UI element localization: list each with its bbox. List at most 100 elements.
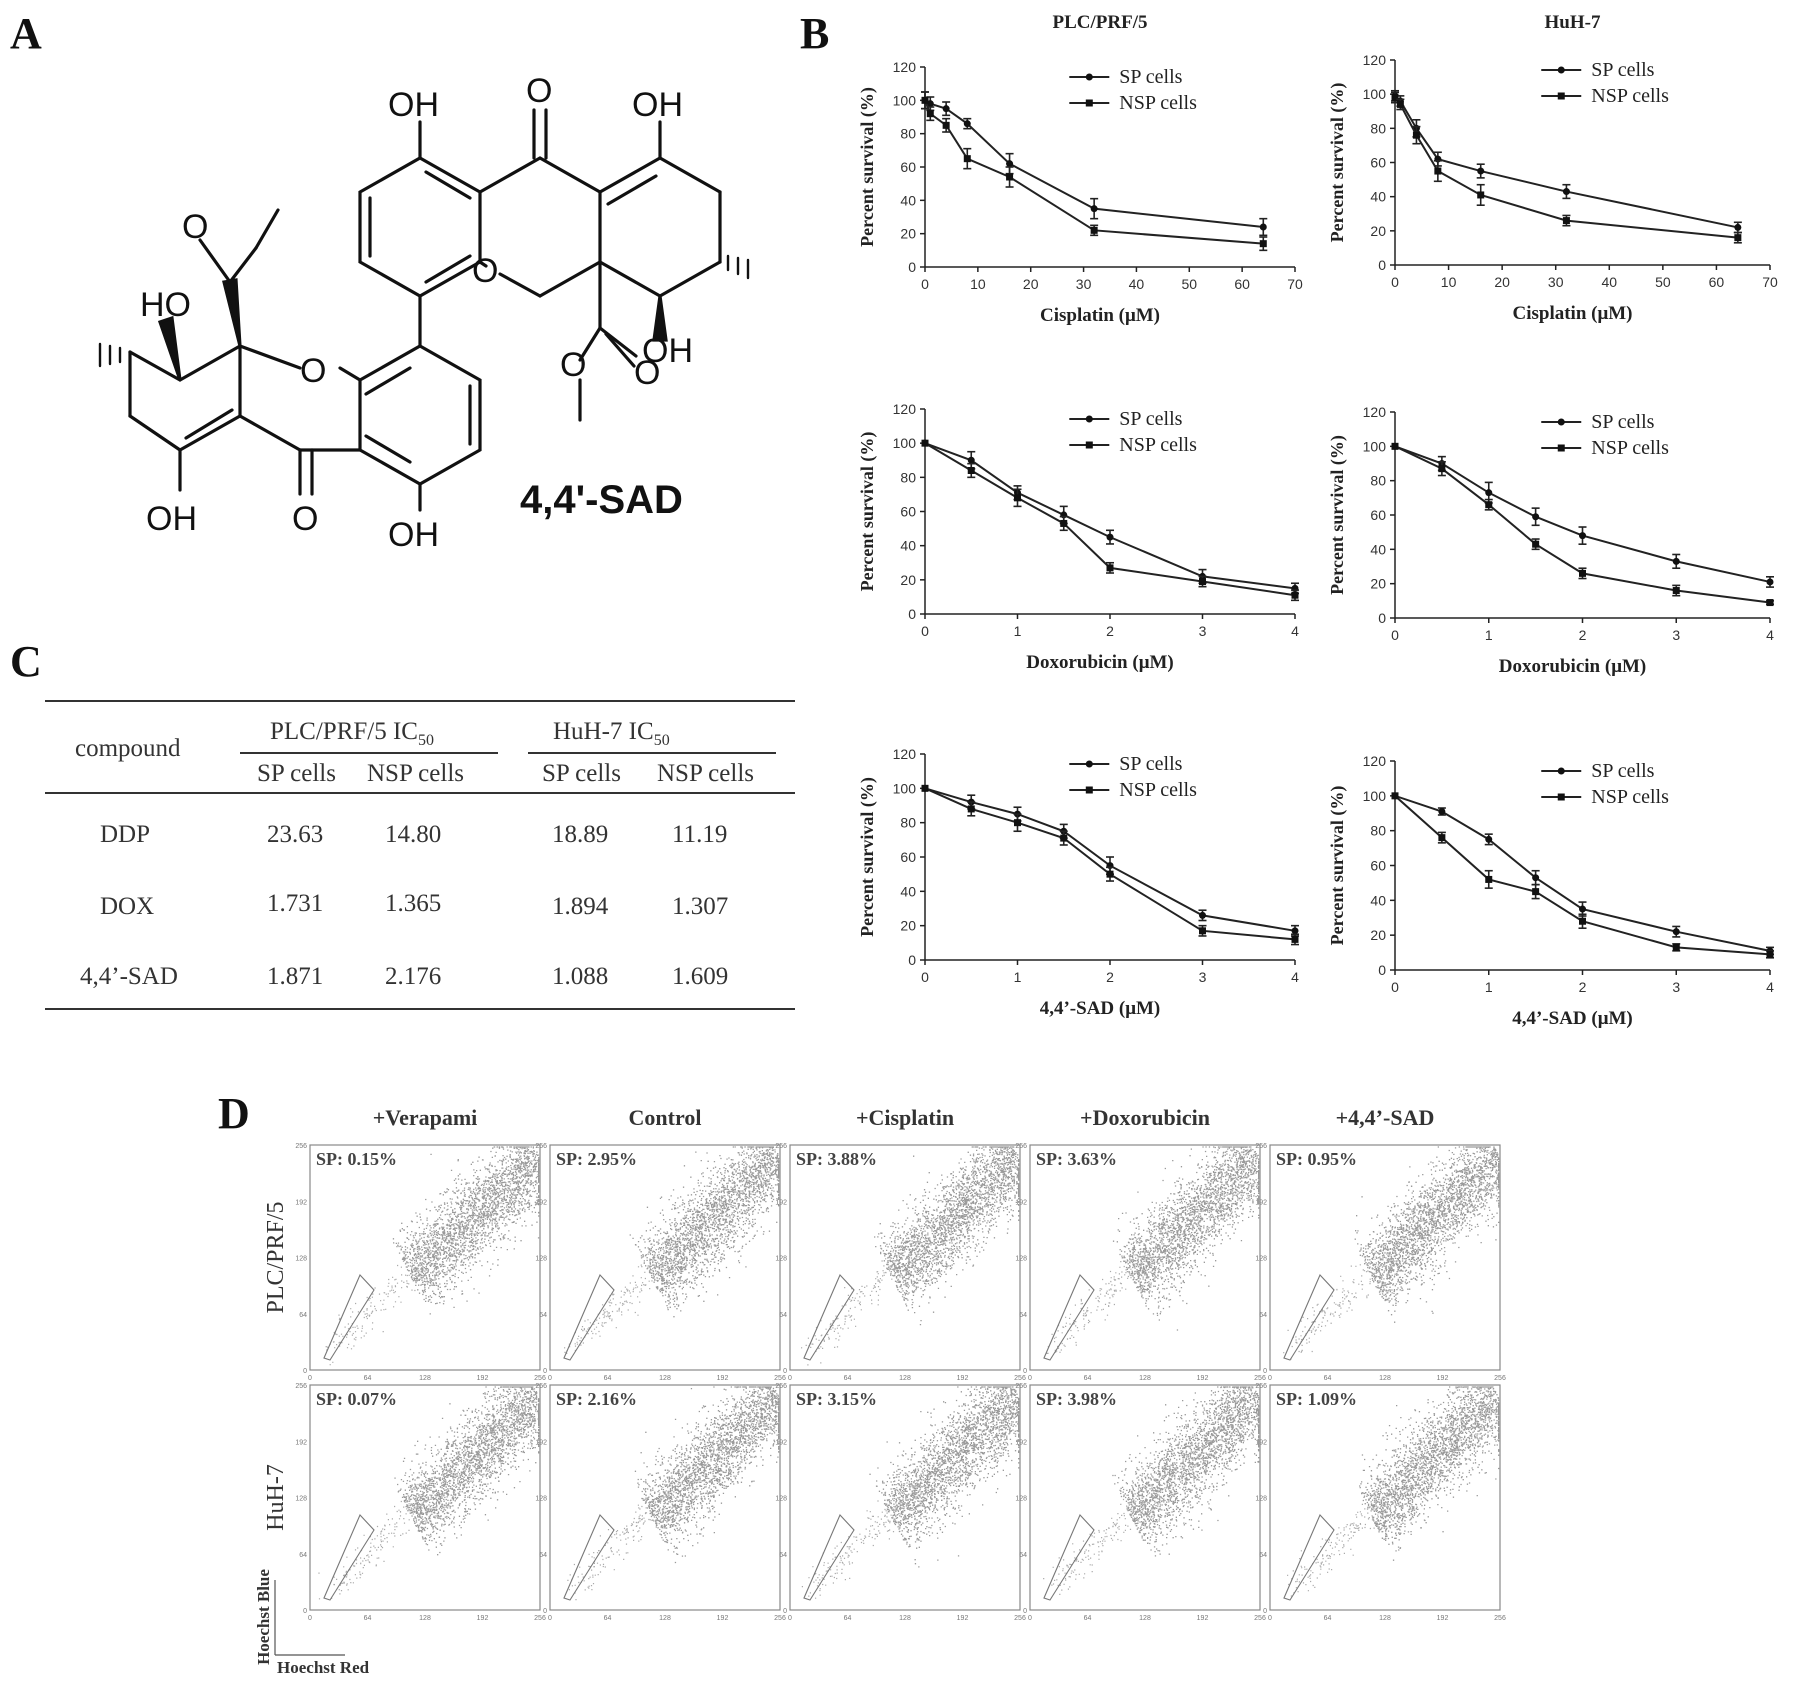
data-point (1532, 540, 1540, 548)
x-tick-label: 70 (1762, 274, 1778, 290)
table-cell: 1.871 (267, 963, 324, 990)
legend-label: SP cells (1119, 66, 1182, 88)
table-header-group2: HuH-7 IC50 (553, 718, 670, 749)
y-tick-label: 0 (303, 1608, 307, 1615)
row-compound-ddp: DDP (100, 821, 151, 848)
row-label: PLC/PRF/5 (263, 1201, 289, 1313)
y-tick-label: 40 (1370, 189, 1386, 205)
legend-marker (1085, 441, 1093, 449)
x-tick-label: 128 (659, 1615, 671, 1622)
sp-gate (1043, 1274, 1095, 1361)
sp-percentage: SP: 3.88% (796, 1149, 877, 1169)
y-tick-label: 100 (893, 92, 917, 108)
sp-percentage: SP: 2.95% (556, 1149, 637, 1169)
y-tick-label: 256 (535, 1383, 547, 1390)
x-tick-label: 10 (1441, 274, 1457, 290)
sparse-events (1287, 1478, 1397, 1597)
y-tick-label: 256 (1015, 1383, 1027, 1390)
y-tick-label: 80 (900, 469, 916, 485)
y-tick-label: 0 (1023, 1368, 1027, 1375)
y-tick-label: 0 (1378, 962, 1386, 978)
sparse-events (1043, 1484, 1160, 1595)
atom-o-3: O (300, 352, 326, 390)
x-tick-label: 64 (1324, 1375, 1332, 1382)
chart-title: HuH-7 (1545, 12, 1601, 33)
y-axis-title: Hoechst Blue (255, 1569, 273, 1665)
y-tick-label: 128 (1015, 1256, 1027, 1263)
y-tick-label: 0 (1378, 257, 1386, 273)
x-tick-label: 192 (717, 1615, 729, 1622)
x-tick-label: 128 (419, 1615, 431, 1622)
y-tick-label: 128 (295, 1496, 307, 1503)
x-axis-label: 4,4’-SAD (μM) (1040, 998, 1161, 1019)
data-point (1734, 234, 1742, 242)
data-point (1106, 533, 1114, 541)
data-point (1485, 875, 1493, 883)
data-point (1579, 569, 1586, 577)
x-tick-label: 192 (1197, 1375, 1209, 1382)
x-tick-label: 3 (1199, 623, 1207, 639)
data-point (1412, 131, 1420, 139)
atom-o-7: O (292, 500, 318, 538)
sp-percentage: SP: 2.16% (556, 1389, 637, 1409)
y-tick-label: 64 (1259, 1312, 1267, 1319)
y-tick-label: 20 (900, 572, 916, 588)
sparse-events (801, 1486, 926, 1599)
y-tick-label: 60 (1370, 155, 1386, 171)
legend-marker (1557, 767, 1565, 775)
y-tick-label: 40 (1370, 541, 1386, 557)
population-cloud (1112, 1146, 1260, 1331)
data-point (1391, 792, 1399, 800)
y-tick-label: 64 (299, 1552, 307, 1559)
table-top-rule (45, 700, 795, 702)
legend-label: SP cells (1591, 760, 1654, 782)
table-cell: 1.088 (552, 963, 609, 990)
atom-oh-5: OH (388, 516, 439, 554)
table-cell: 1.307 (672, 893, 729, 920)
legend-marker (1557, 66, 1565, 74)
x-tick-label: 64 (604, 1375, 612, 1382)
x-tick-label: 4 (1291, 623, 1299, 639)
group2-rule (528, 752, 776, 754)
x-tick-label: 20 (1494, 274, 1510, 290)
legend-marker (1085, 786, 1093, 794)
x-tick-label: 256 (774, 1615, 786, 1622)
x-tick-label: 256 (534, 1615, 546, 1622)
y-tick-label: 0 (1023, 1608, 1027, 1615)
x-tick-label: 4 (1766, 627, 1774, 643)
x-tick-label: 128 (1139, 1375, 1151, 1382)
y-tick-label: 80 (1370, 120, 1386, 136)
legend-marker (1085, 99, 1093, 107)
x-tick-label: 64 (1084, 1375, 1092, 1382)
x-tick-label: 192 (957, 1615, 969, 1622)
chart-huh7-doxorubicin: 0 20 40 60 80 100 120 0 1 2 3 4 Doxorubicin (μM) Perc… (1327, 404, 1774, 677)
table-cell: 1.894 (552, 893, 609, 920)
data-point (1532, 888, 1540, 896)
table-mid-rule (45, 792, 795, 794)
column-header: +Cisplatin (856, 1105, 954, 1130)
x-tick-label: 0 (548, 1615, 552, 1622)
y-tick-label: 100 (1363, 788, 1387, 804)
data-point (1106, 564, 1114, 572)
data-point (921, 96, 929, 104)
x-tick-label: 192 (477, 1615, 489, 1622)
y-tick-label: 128 (535, 1256, 547, 1263)
atom-oh-1: OH (388, 86, 439, 124)
plot-frame (1029, 1384, 1261, 1611)
data-point (1438, 834, 1446, 842)
y-tick-label: 128 (1015, 1496, 1027, 1503)
table-cell: 2.176 (385, 963, 442, 990)
x-tick-label: 256 (1494, 1615, 1506, 1622)
legend-marker (1085, 415, 1093, 423)
x-tick-label: 128 (1139, 1615, 1151, 1622)
sparse-events (318, 1476, 447, 1600)
x-tick-label: 128 (899, 1615, 911, 1622)
x-tick-label: 0 (1391, 979, 1399, 995)
x-axis-label: Doxorubicin (μM) (1026, 652, 1173, 673)
sparse-events (325, 1239, 441, 1366)
x-tick-label: 2 (1579, 627, 1587, 643)
data-point (1532, 874, 1540, 882)
x-tick-label: 50 (1655, 274, 1671, 290)
